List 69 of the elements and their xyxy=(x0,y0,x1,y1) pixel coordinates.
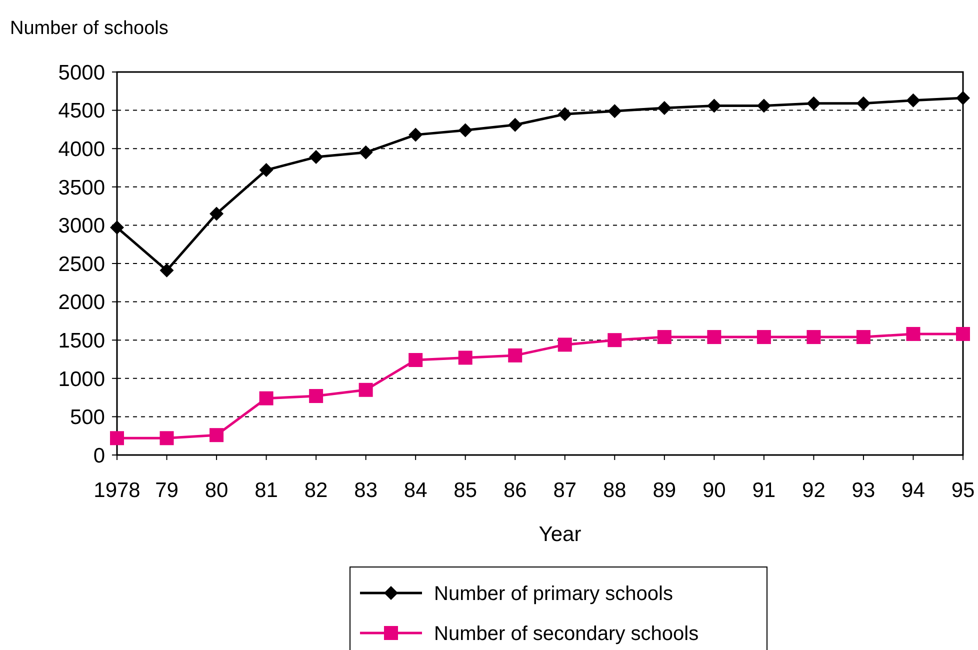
point xyxy=(856,330,870,344)
x-tick-label: 84 xyxy=(404,479,428,502)
x-tick-label: 86 xyxy=(503,479,527,502)
x-tick-label: 83 xyxy=(354,479,378,502)
point xyxy=(608,104,622,118)
point xyxy=(657,330,672,344)
x-tick-label: 79 xyxy=(155,479,178,502)
point xyxy=(160,431,174,446)
point xyxy=(110,431,124,446)
point xyxy=(458,123,472,138)
point xyxy=(608,333,622,348)
x-tick-label: 88 xyxy=(602,479,626,502)
point xyxy=(756,98,771,113)
point xyxy=(906,326,920,341)
x-tick-label: 87 xyxy=(553,479,577,502)
x-tick-label: 95 xyxy=(951,479,975,502)
point xyxy=(210,206,224,221)
legend-label: Number of primary schools xyxy=(434,583,673,605)
point xyxy=(309,150,324,164)
point xyxy=(707,330,722,344)
x-tick-label: 89 xyxy=(652,479,676,502)
y-tick-label: 2500 xyxy=(58,252,105,276)
point xyxy=(657,101,672,115)
point xyxy=(558,107,572,122)
point xyxy=(508,348,522,362)
y-tick-label: 3000 xyxy=(58,214,105,238)
x-tick-label: 1978 xyxy=(94,479,140,502)
point xyxy=(259,391,274,406)
y-tick-label: 1000 xyxy=(58,368,105,391)
x-tick-label: 90 xyxy=(702,479,726,502)
y-tick-label: 2000 xyxy=(58,291,105,314)
x-axis-title: Year xyxy=(538,523,582,546)
y-tick-label: 4000 xyxy=(58,138,105,161)
point xyxy=(906,93,920,108)
x-tick-label: 81 xyxy=(254,479,278,502)
y-axis-title: Number of schools xyxy=(10,18,168,39)
y-tick-label: 0 xyxy=(93,444,105,468)
point xyxy=(956,91,970,106)
x-tick-label: 94 xyxy=(902,479,926,502)
point xyxy=(458,350,472,365)
point xyxy=(259,163,274,178)
point xyxy=(358,145,373,160)
x-tick-label: 85 xyxy=(454,479,478,502)
y-tick-label: 5000 xyxy=(58,61,105,84)
point xyxy=(408,353,423,368)
point xyxy=(210,428,224,442)
point xyxy=(508,118,522,132)
x-tick-label: 93 xyxy=(852,479,876,502)
y-tick-label: 3500 xyxy=(58,176,105,200)
point xyxy=(856,96,870,110)
point xyxy=(558,338,572,352)
point xyxy=(309,389,324,404)
x-tick-label: 80 xyxy=(204,479,228,502)
point xyxy=(110,220,124,234)
point xyxy=(756,330,771,344)
y-tick-label: 1500 xyxy=(58,329,105,352)
legend-label: Number of secondary schools xyxy=(434,623,699,645)
y-tick-label: 4500 xyxy=(58,100,105,123)
point xyxy=(358,382,373,397)
point xyxy=(408,128,423,142)
point xyxy=(707,98,722,113)
point xyxy=(806,330,821,344)
y-tick-label: 500 xyxy=(70,406,105,430)
point xyxy=(806,96,821,110)
x-tick-label: 92 xyxy=(802,479,826,502)
x-tick-label: 82 xyxy=(304,479,328,502)
point xyxy=(956,326,970,341)
point xyxy=(160,263,174,278)
x-tick-label: 91 xyxy=(752,479,776,502)
